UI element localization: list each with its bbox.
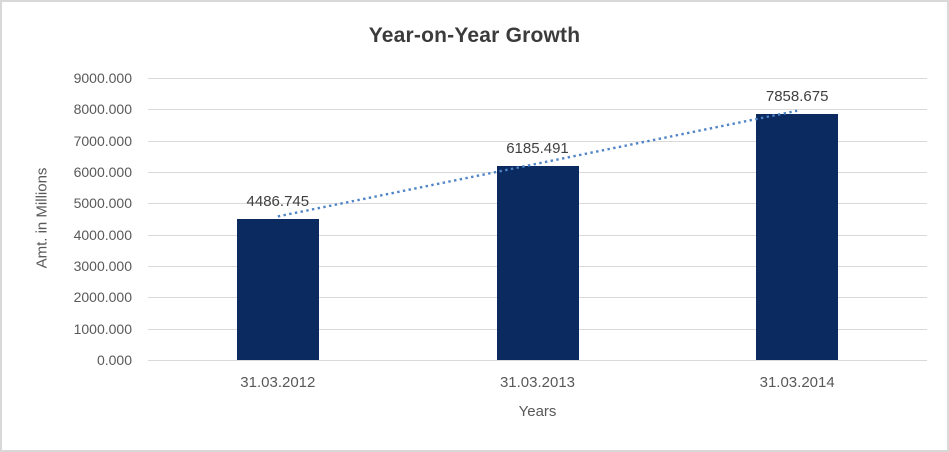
gridline (148, 109, 927, 111)
y-tick-label: 4000.000 (73, 226, 132, 243)
y-tick-label: 6000.000 (73, 164, 132, 180)
y-tick-label: 5000.000 (73, 195, 132, 212)
y-tick-label: 3000.000 (73, 258, 132, 274)
x-tick-label: 31.03.2014 (759, 374, 835, 391)
data-label: 4486.745 (246, 193, 310, 211)
x-tick-label: 31.03.2013 (499, 374, 576, 391)
gridline (148, 78, 927, 79)
data-label: 6185.491 (506, 140, 569, 158)
y-tick-label: 2000.000 (73, 289, 132, 306)
y-tick-label: 9000.000 (73, 70, 132, 86)
y-tick-label: 7000.000 (73, 132, 132, 149)
bar-31.03.2013 (496, 166, 579, 360)
y-axis-title: Amt. in Millions (33, 167, 51, 269)
y-tick-label: 8000.000 (73, 101, 132, 118)
chart-title: Year-on-Year Growth (368, 24, 581, 47)
x-tick-label: 31.03.2012 (240, 374, 316, 391)
bar-31.03.2014 (756, 113, 839, 360)
gridline (148, 360, 927, 361)
y-tick-label: 1000.000 (73, 320, 132, 337)
bar-31.03.2012 (236, 219, 319, 360)
y-tick-label: 0.000 (96, 352, 132, 368)
data-label: 7858.675 (765, 87, 829, 105)
x-axis-title: Years (518, 403, 557, 420)
